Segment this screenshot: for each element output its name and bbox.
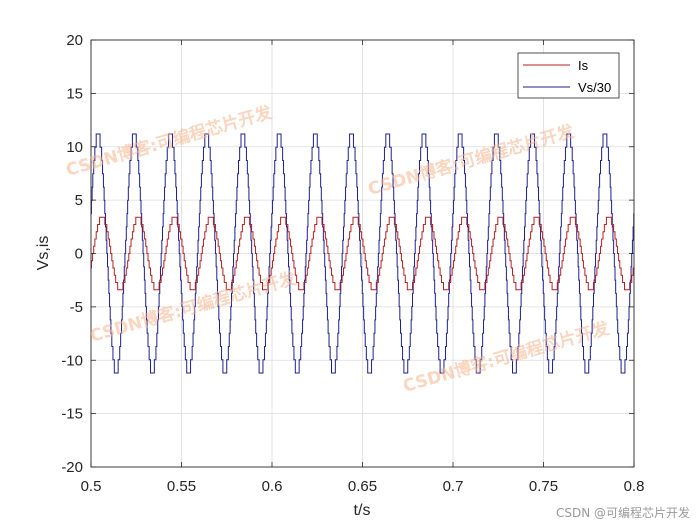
series-line-vs xyxy=(90,133,635,374)
y-tick-label: -20 xyxy=(61,459,83,476)
series-line-is xyxy=(90,216,634,291)
x-tick-label: 0.8 xyxy=(624,478,645,495)
tick-labels: 0.5 0.55 0.6 0.65 0.7 0.75 0.8 -20 -15 -10 -5 0 5 10 1… xyxy=(61,32,644,495)
legend-label-vs: Vs/30 xyxy=(578,80,611,95)
x-axis-title: t/s xyxy=(354,502,371,519)
x-tick-label: 0.6 xyxy=(262,478,283,495)
x-tick-label: 0.55 xyxy=(167,478,196,495)
y-tick-label: 5 xyxy=(75,192,83,209)
x-tick-label: 0.65 xyxy=(348,478,377,495)
y-tick-label: 10 xyxy=(66,139,83,156)
credit-text: CSDN @可编程芯片开发 xyxy=(556,505,690,520)
legend: Is Vs/30 xyxy=(517,52,620,99)
y-tick-label: 20 xyxy=(66,32,83,49)
x-tick-label: 0.5 xyxy=(81,478,102,495)
y-axis-title: Vs,is xyxy=(35,236,52,271)
y-tick-label: 15 xyxy=(66,85,83,102)
x-tick-label: 0.75 xyxy=(529,478,558,495)
series-layer xyxy=(90,133,635,374)
ticks xyxy=(90,39,635,468)
x-tick-label: 0.7 xyxy=(443,478,464,495)
legend-box xyxy=(517,52,620,99)
y-tick-label: -5 xyxy=(70,299,83,316)
y-tick-label: 0 xyxy=(75,246,83,263)
y-tick-label: -10 xyxy=(61,352,83,369)
legend-label-is: Is xyxy=(578,58,589,73)
y-tick-label: -15 xyxy=(61,406,83,423)
